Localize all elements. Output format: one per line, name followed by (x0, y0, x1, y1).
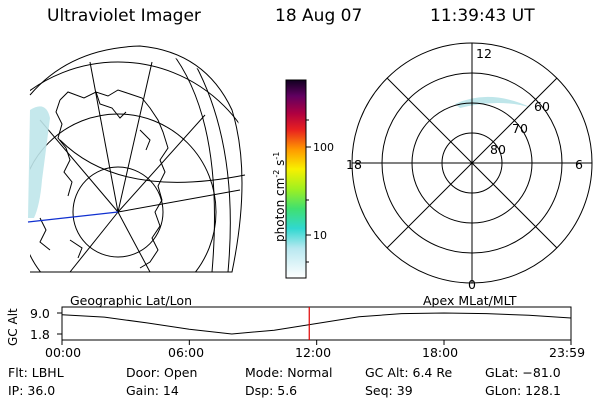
geo-lat-circle-60 (72, 166, 164, 258)
time-label: 11:39:43 UT (430, 6, 535, 26)
colorbar-tick-label-100: 100 (313, 141, 334, 154)
info-gain: Gain: 14 (126, 383, 179, 398)
geo-meridian (117, 211, 151, 272)
mlt-label-0: 0 (468, 277, 476, 292)
xtick-label-0000: 00:00 (45, 345, 82, 360)
mlat-label-80: 80 (490, 142, 506, 157)
mlat-label-70: 70 (512, 121, 528, 136)
colorbar-axis-label: photon cm-2 s-1 (272, 152, 287, 242)
apex-polar-plot (351, 42, 593, 284)
info-filter: Flt: LBHL (8, 365, 64, 380)
geo-disk-outline (29, 45, 243, 273)
geo-meridian (69, 211, 119, 272)
info-mode: Mode: Normal (245, 365, 333, 380)
info-door: Door: Open (126, 365, 198, 380)
colorbar-unit-s: s (273, 159, 287, 166)
ytick-label-1.8: 1.8 (30, 327, 50, 342)
mlt-label-12: 12 (476, 46, 492, 61)
colorbar-unit-exp1: -2 (272, 169, 281, 178)
geo-lat-circle-40 (30, 61, 250, 272)
date-label: 18 Aug 07 (275, 6, 363, 26)
geo-meridian (117, 189, 241, 213)
geo-arc (189, 54, 231, 272)
mlat-label-60: 60 (534, 99, 550, 114)
geo-blue-meridian (27, 211, 119, 223)
mlt-label-18: 18 (346, 157, 362, 172)
xtick-label-1200: 12:00 (295, 345, 332, 360)
geo-auroral-emission (28, 106, 50, 218)
info-glat: GLat: −81.0 (485, 365, 561, 380)
colorbar-unit-exp2: -1 (272, 151, 281, 160)
colorbar-gradient (285, 79, 307, 279)
mag-panel-label: Apex MLat/MLT (423, 293, 517, 308)
info-seq: Seq: 39 (365, 383, 413, 398)
x-ticks (61, 340, 572, 345)
instrument-title: Ultraviolet Imager (47, 6, 201, 26)
geo-meridian (39, 119, 119, 213)
geo-panel-label: Geographic Lat/Lon (70, 293, 192, 308)
info-gc-alt: GC Alt: 6.4 Re (365, 365, 453, 380)
geo-meridian (89, 61, 119, 213)
coastline (39, 89, 169, 269)
info-ip: IP: 36.0 (8, 383, 56, 398)
xtick-label-1800: 18:00 (422, 345, 459, 360)
colorbar-tick-label-10: 10 (313, 229, 327, 242)
timeline-ylabel: GC Alt (6, 308, 20, 346)
colorbar-unit: photon cm (273, 177, 287, 242)
geo-arc (169, 49, 215, 272)
xtick-label-0600: 06:00 (168, 345, 205, 360)
geo-meridian (117, 61, 153, 213)
timeline-plot (57, 306, 572, 345)
geo-arc (59, 139, 246, 183)
polar-diagonal (386, 77, 558, 249)
geographic-map (27, 45, 250, 273)
colorbar (285, 79, 311, 279)
xtick-label-2359: 23:59 (549, 345, 586, 360)
gc-alt-curve (61, 312, 572, 335)
mag-auroral-emission (455, 96, 532, 108)
geo-lat-circle-50 (30, 113, 217, 272)
info-dsp: Dsp: 5.6 (245, 383, 298, 398)
mlt-label-6: 6 (575, 157, 583, 172)
info-glon: GLon: 128.1 (485, 383, 561, 398)
ytick-label-9: 9.0 (30, 306, 50, 321)
